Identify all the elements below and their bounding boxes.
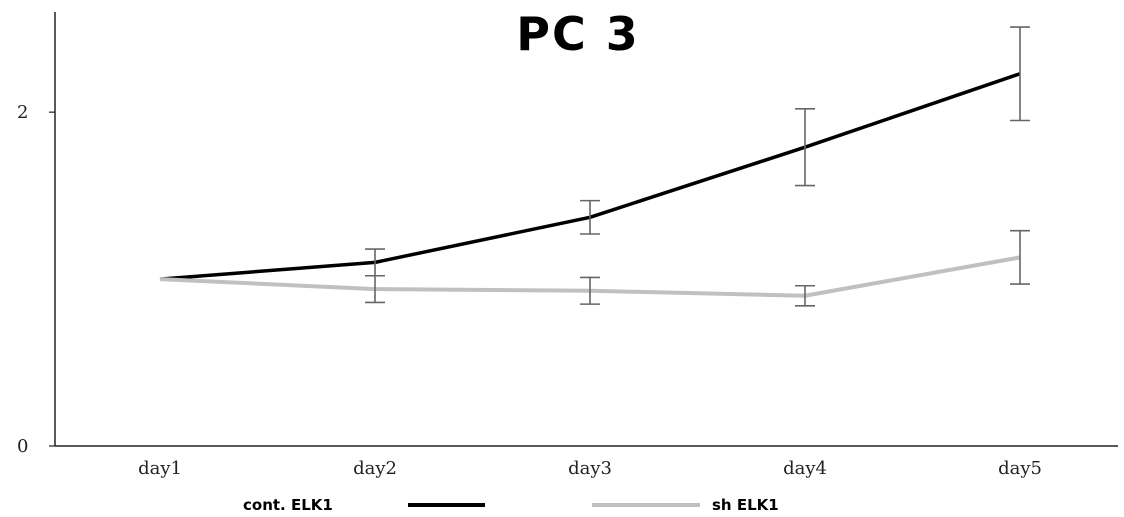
legend-label: cont. ELK1 [243, 496, 333, 514]
x-tick-label: day3 [568, 458, 612, 479]
legend-label: sh ELK1 [712, 496, 779, 514]
y-tick-label: 0 [17, 436, 28, 457]
x-tick-label: day5 [998, 458, 1042, 479]
x-tick-label: day4 [783, 458, 827, 479]
x-tick-label: day2 [353, 458, 397, 479]
series-1 [159, 26, 1030, 281]
y-tick-label: 2 [17, 102, 28, 123]
legend-item-1: cont. ELK1 [243, 496, 485, 514]
chart-title: PC 3 [516, 7, 640, 61]
series-line [159, 72, 1021, 281]
series-2 [159, 229, 1030, 307]
legend-item-2: sh ELK1 [592, 496, 779, 514]
x-tick-label: day1 [138, 458, 182, 479]
